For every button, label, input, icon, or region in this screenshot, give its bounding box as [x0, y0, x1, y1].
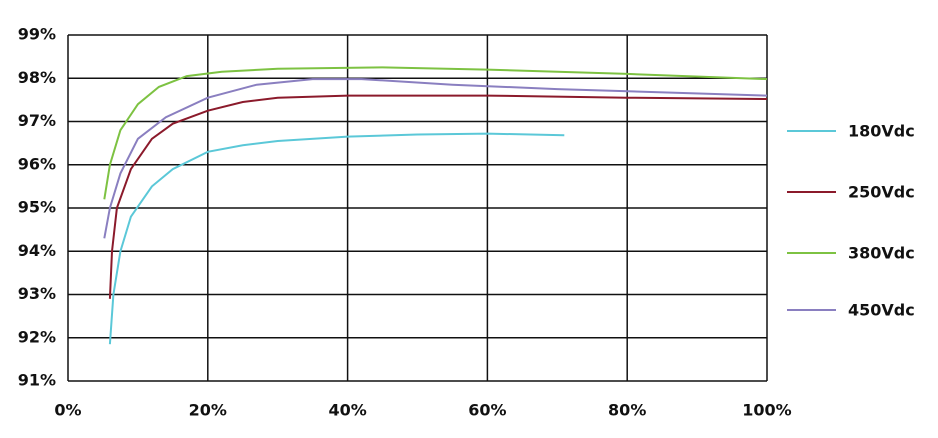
y-tick-label: 93% — [18, 284, 56, 303]
y-tick-label: 92% — [18, 327, 56, 346]
legend-label: 180Vdc — [848, 122, 915, 141]
legend-label: 380Vdc — [848, 244, 915, 263]
legend-label: 450Vdc — [848, 301, 915, 320]
x-tick-label: 0% — [54, 401, 81, 420]
y-tick-label: 95% — [18, 198, 56, 217]
series-line — [108, 94, 768, 299]
series-line — [103, 66, 768, 200]
legend-label: 250Vdc — [848, 183, 915, 202]
x-tick-label: 20% — [189, 401, 227, 420]
y-tick-label: 94% — [18, 241, 56, 260]
x-tick-label: 100% — [742, 401, 791, 420]
y-tick-label: 98% — [18, 68, 56, 87]
y-tick-label: 91% — [18, 371, 56, 390]
x-tick-label: 60% — [468, 401, 506, 420]
series-line — [103, 78, 768, 239]
y-tick-label: 96% — [18, 154, 56, 173]
y-tick-label: 99% — [18, 25, 56, 44]
series-line — [108, 132, 565, 345]
x-tick-label: 40% — [328, 401, 366, 420]
x-tick-label: 80% — [608, 401, 646, 420]
y-tick-label: 97% — [18, 111, 56, 130]
